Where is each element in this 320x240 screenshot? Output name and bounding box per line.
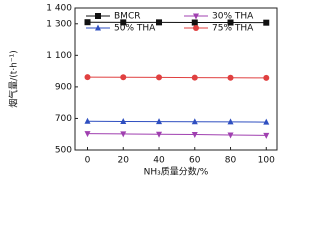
y-tick-label: 500 [55, 146, 72, 156]
x-tick-label: 60 [189, 156, 201, 166]
marker [84, 131, 91, 138]
plot-frame [74, 7, 278, 151]
legend-label: 30% THA [212, 12, 254, 22]
marker [84, 19, 91, 26]
legend-label: 50% THA [114, 24, 156, 34]
marker [191, 118, 198, 125]
x-tick-label: 20 [118, 156, 130, 166]
series-line [87, 133, 267, 136]
chart: NH₃质量分数/% 烟气量/(t·h⁻¹) 500 700 900 1 100 1 30… [8, 4, 278, 178]
marker [156, 118, 163, 125]
x-tick-label: 0 [85, 156, 91, 166]
y-tick-label: 1 400 [46, 4, 72, 14]
legend-label: 75% THA [212, 24, 254, 34]
y-tick-label: 1 100 [46, 51, 72, 61]
y-tick-label: 1 300 [46, 19, 72, 29]
marker [227, 19, 234, 26]
marker [227, 132, 234, 139]
marker [156, 131, 163, 138]
marker [84, 117, 91, 124]
marker [227, 118, 234, 125]
series-line [87, 76, 267, 79]
marker [191, 132, 198, 139]
marker [191, 74, 198, 81]
x-tick-label: 80 [225, 156, 237, 166]
marker [84, 74, 91, 81]
marker [263, 74, 270, 81]
y-axis-label: 烟气量/(t·h⁻¹) [8, 50, 20, 108]
marker [227, 74, 234, 81]
marker [120, 117, 127, 124]
legend-marker [193, 13, 199, 20]
x-axis-label: NH₃质量分数/% [144, 166, 209, 178]
marker [156, 74, 163, 81]
x-tick-label: 40 [153, 156, 165, 166]
marker [191, 19, 198, 26]
y-tick-label: 900 [55, 82, 72, 92]
marker [263, 118, 270, 125]
series-line [87, 120, 267, 123]
marker [263, 132, 270, 139]
marker [120, 19, 127, 26]
legend-marker [95, 24, 101, 31]
x-tick-label: 100 [258, 156, 275, 166]
marker [120, 131, 127, 138]
marker [263, 19, 270, 26]
marker [156, 19, 163, 26]
legend-label: BMCR [114, 12, 140, 22]
legend-marker [193, 25, 199, 31]
y-tick-label: 700 [55, 114, 72, 124]
marker [120, 74, 127, 81]
legend-marker [95, 13, 101, 19]
